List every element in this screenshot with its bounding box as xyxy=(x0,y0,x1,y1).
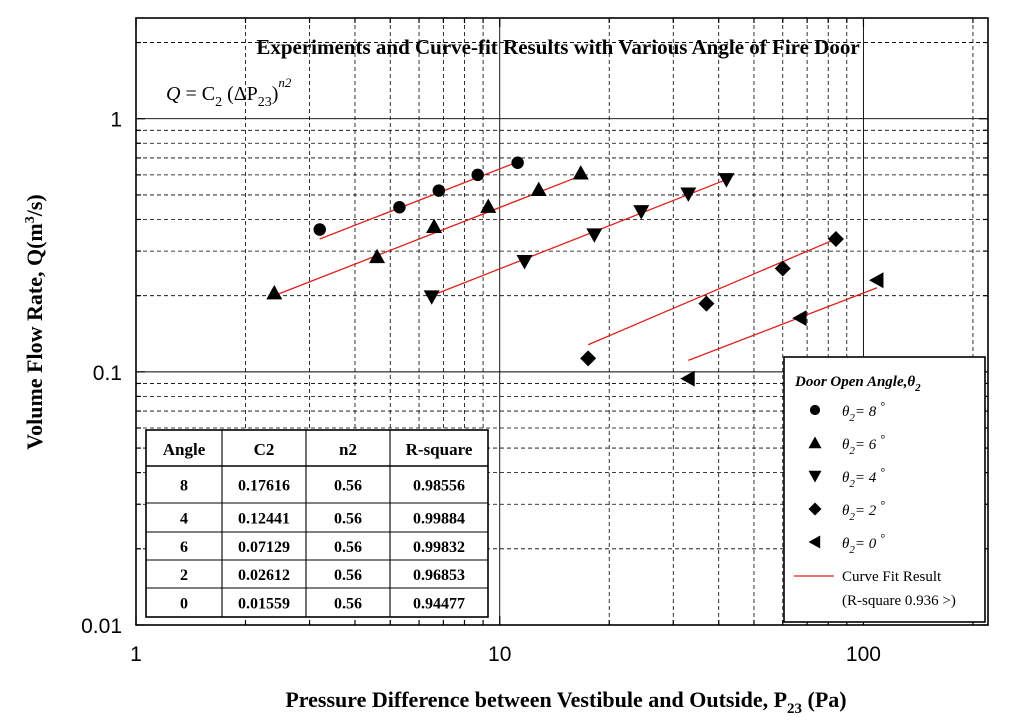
y-tick-label: 1 xyxy=(110,109,122,132)
fit-line xyxy=(274,175,581,297)
data-point xyxy=(580,350,597,367)
table-header: Angle xyxy=(163,440,206,459)
table-cell: 0.96853 xyxy=(413,567,465,584)
y-axis-title-group: Volume Flow Rate, Q(m3/s) xyxy=(22,194,47,450)
data-point xyxy=(480,198,497,213)
data-point xyxy=(516,255,533,270)
legend-frame xyxy=(783,356,986,623)
fit-line xyxy=(319,161,518,240)
x-tick-label: 1 xyxy=(130,643,142,666)
legend-label: θ2= 4 ° xyxy=(842,465,885,490)
data-point xyxy=(511,156,524,169)
table-cell: 0.01559 xyxy=(238,596,290,613)
fit-lines xyxy=(274,161,878,361)
legend: Door Open Angle,θ2 θ2= 8 ° θ2= 6 ° θ2= 4 ° θ… xyxy=(783,356,986,623)
table-frame xyxy=(145,429,489,618)
plot-frame xyxy=(135,17,989,626)
table-cell: 0 xyxy=(180,596,188,613)
y-tick-label: 0.01 xyxy=(81,615,122,638)
legend-marker xyxy=(808,470,822,483)
data-point xyxy=(313,223,326,236)
chart-title: Experiments and Curve-fit Results with V… xyxy=(256,35,859,59)
y-axis-title: Volume Flow Rate, Q(m3/s) xyxy=(22,194,47,450)
legend-marker xyxy=(808,436,822,449)
table-cell: 0.99832 xyxy=(413,539,465,556)
legend-label: θ2= 2 ° xyxy=(842,498,885,523)
table-cell: 0.56 xyxy=(334,511,362,528)
data-point xyxy=(680,370,695,387)
table-cell: 0.56 xyxy=(334,539,362,556)
table-cell: 0.56 xyxy=(334,567,362,584)
data-point xyxy=(432,184,446,197)
legend-label: θ2= 6 ° xyxy=(842,432,885,457)
data-point xyxy=(423,290,440,305)
table-cell: 0.56 xyxy=(334,478,362,495)
x-axis-title: Pressure Difference between Vestibule an… xyxy=(285,687,846,717)
table-cell: 2 xyxy=(180,567,188,584)
fit-formula: Q = C2 (ΔP23)n2 xyxy=(166,75,292,110)
data-point xyxy=(426,218,443,233)
table-cell: 0.02612 xyxy=(238,567,290,584)
legend-marker xyxy=(808,502,822,516)
fit-line xyxy=(431,178,727,297)
legend-fit-label: Curve Fit Result xyxy=(842,569,942,585)
table-cell: 0.12441 xyxy=(238,511,290,528)
fit-line xyxy=(688,287,878,361)
data-points xyxy=(266,156,884,387)
results-table: Angle C2 n2 R-square 8 0.17616 0.56 0.98556 4 0.1… xyxy=(145,429,489,618)
table-cell: 0.56 xyxy=(334,596,362,613)
legend-label: θ2= 0 ° xyxy=(842,531,885,556)
legend-marker xyxy=(808,535,821,549)
table-header: R-square xyxy=(406,440,473,459)
data-point xyxy=(471,168,484,182)
data-point xyxy=(586,228,603,243)
table-cell: 0.98556 xyxy=(413,478,465,495)
x-tick-label: 10 xyxy=(488,643,511,666)
y-tick-label: 0.1 xyxy=(93,362,122,385)
table-cell: 0.99884 xyxy=(413,511,465,528)
data-point xyxy=(718,173,735,188)
data-point xyxy=(680,187,697,202)
legend-fit-note: (R-square 0.936 >) xyxy=(842,593,956,609)
data-point xyxy=(572,165,589,180)
table-cell: 6 xyxy=(180,539,188,556)
data-point xyxy=(792,310,807,327)
data-point xyxy=(266,284,283,300)
table-cell: 0.94477 xyxy=(413,596,465,613)
data-point xyxy=(633,205,650,220)
table-cell: 8 xyxy=(180,478,188,495)
legend-marker xyxy=(809,404,821,416)
data-point xyxy=(698,295,715,312)
table-cell: 0.17616 xyxy=(238,478,290,495)
table-header: C2 xyxy=(254,440,275,459)
table-header: n2 xyxy=(339,440,357,459)
fit-line xyxy=(587,238,837,346)
table-cell: 0.07129 xyxy=(238,539,290,556)
legend-label: θ2= 8 ° xyxy=(842,399,885,424)
data-point xyxy=(774,260,791,277)
legend-title: Door Open Angle,θ2 xyxy=(794,374,921,394)
data-point xyxy=(393,201,406,214)
data-point xyxy=(827,230,844,247)
table-cell: 4 xyxy=(180,511,188,528)
data-point xyxy=(869,272,884,289)
data-point xyxy=(369,248,386,264)
x-tick-label: 100 xyxy=(846,643,881,666)
ticks xyxy=(135,18,988,626)
data-point xyxy=(530,181,547,196)
